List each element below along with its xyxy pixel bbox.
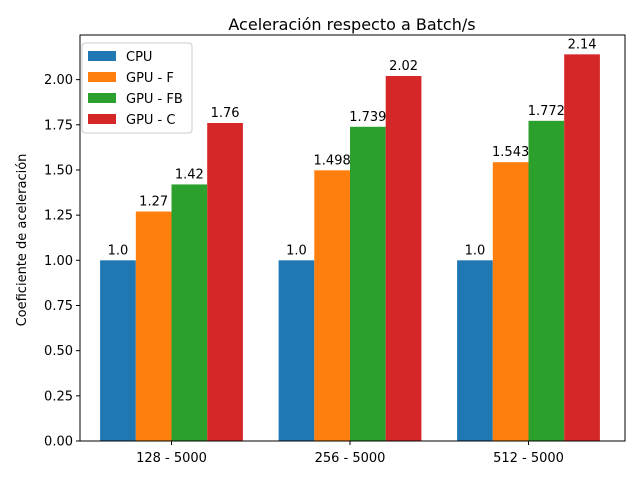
legend-label: GPU - F <box>126 71 174 86</box>
legend-swatch <box>88 72 116 82</box>
x-tick-label: 512 - 5000 <box>493 451 564 466</box>
x-tick-label: 256 - 5000 <box>315 451 386 466</box>
data-label: 1.76 <box>211 106 240 121</box>
bar <box>100 260 136 441</box>
y-axis-label: Coeficiente de aceleración <box>15 154 30 327</box>
x-axis-ticks: 128 - 5000 256 - 5000 512 - 5000 <box>136 441 564 466</box>
y-tick-label: 0.00 <box>44 435 73 450</box>
data-label: 2.14 <box>568 37 597 52</box>
plot-frame <box>79 34 626 442</box>
data-label: 2.02 <box>389 59 418 74</box>
bar <box>564 54 600 441</box>
bar <box>492 162 529 441</box>
data-label: 1.0 <box>108 243 129 258</box>
data-labels-group: 1.0 1.0 1.0 1.27 1.498 1.543 1.42 1.739 1.772 1.7… <box>108 37 597 258</box>
y-tick-label: 0.75 <box>44 299 73 314</box>
legend-label: CPU <box>126 50 152 65</box>
bars-group <box>100 54 600 442</box>
y-tick-label: 1.00 <box>44 254 73 269</box>
data-label: 1.498 <box>314 153 351 168</box>
legend-swatch <box>88 51 116 61</box>
legend-box <box>81 42 193 134</box>
legend-swatch <box>88 114 116 124</box>
data-label: 1.543 <box>492 145 529 160</box>
legend-label: GPU - FB <box>126 92 183 107</box>
x-tick-label: 128 - 5000 <box>136 451 207 466</box>
data-label: 1.739 <box>349 110 386 125</box>
data-label: 1.42 <box>175 167 204 182</box>
y-tick-label: 0.50 <box>44 344 73 359</box>
legend: CPU GPU - F GPU - FB GPU - C <box>81 42 193 134</box>
y-tick-label: 1.25 <box>44 209 73 224</box>
y-axis-ticks: 0.00 0.25 0.50 0.75 1.00 1.25 1.50 1.75 2.00 <box>44 73 80 450</box>
data-label: 1.0 <box>465 243 486 258</box>
data-label: 1.27 <box>139 195 168 210</box>
bar <box>135 211 172 441</box>
legend-swatch <box>88 93 116 103</box>
y-tick-label: 0.25 <box>44 389 73 404</box>
bar <box>171 184 208 441</box>
bar <box>314 170 350 442</box>
bar <box>350 126 386 442</box>
bar <box>207 122 243 441</box>
bar <box>385 76 422 442</box>
chart-title: Aceleración respecto a Batch/s <box>228 15 475 34</box>
y-tick-label: 2.00 <box>44 73 73 88</box>
legend-label: GPU - C <box>126 113 175 128</box>
bar <box>278 260 315 441</box>
data-label: 1.772 <box>528 104 565 119</box>
y-tick-label: 1.50 <box>44 163 73 178</box>
bar <box>528 120 565 441</box>
data-label: 1.0 <box>286 243 307 258</box>
y-tick-label: 1.75 <box>44 118 73 133</box>
bar <box>457 260 493 441</box>
